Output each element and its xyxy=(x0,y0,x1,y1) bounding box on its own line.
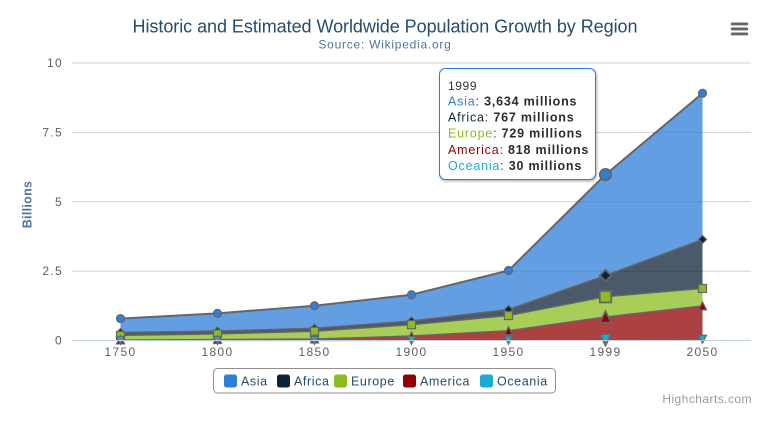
svg-text:Europe: Europe xyxy=(351,375,395,389)
svg-text:Africa: Africa xyxy=(294,375,330,389)
svg-text:1850: 1850 xyxy=(299,345,331,359)
svg-text:1999: 1999 xyxy=(590,345,622,359)
svg-text:1999: 1999 xyxy=(448,79,477,93)
svg-text:7.5: 7.5 xyxy=(42,125,63,139)
svg-text:Europe: 729 millions: Europe: 729 millions xyxy=(448,127,583,141)
svg-text:5: 5 xyxy=(55,195,63,209)
svg-text:Source: Wikipedia.org: Source: Wikipedia.org xyxy=(318,38,451,52)
svg-text:1750: 1750 xyxy=(105,345,137,359)
svg-text:Asia: Asia xyxy=(241,375,268,389)
svg-text:Billions: Billions xyxy=(21,181,35,229)
svg-text:Historic and Estimated Worldwi: Historic and Estimated Worldwide Populat… xyxy=(133,17,638,37)
svg-text:1950: 1950 xyxy=(493,345,525,359)
svg-text:0: 0 xyxy=(55,334,63,348)
svg-text:Africa: 767 millions: Africa: 767 millions xyxy=(448,111,574,125)
svg-text:10: 10 xyxy=(47,56,63,70)
svg-text:2.5: 2.5 xyxy=(42,264,63,278)
svg-text:Highcharts.com: Highcharts.com xyxy=(662,392,752,406)
svg-text:America: 818 millions: America: 818 millions xyxy=(448,143,589,157)
svg-text:1900: 1900 xyxy=(396,345,428,359)
svg-text:Asia: 3,634 millions: Asia: 3,634 millions xyxy=(448,95,577,109)
svg-text:America: America xyxy=(420,375,470,389)
svg-text:Oceania: 30 millions: Oceania: 30 millions xyxy=(448,159,582,173)
svg-text:2050: 2050 xyxy=(687,345,719,359)
svg-text:1800: 1800 xyxy=(202,345,234,359)
svg-text:Oceania: Oceania xyxy=(497,375,548,389)
